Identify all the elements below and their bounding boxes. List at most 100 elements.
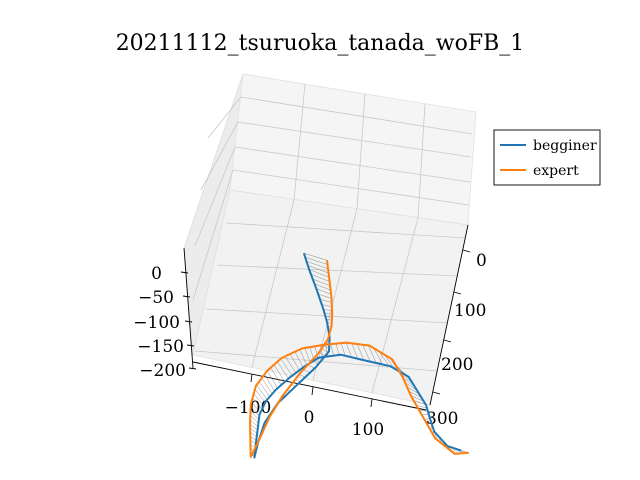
connector-line bbox=[309, 269, 330, 278]
connector-line bbox=[251, 401, 261, 413]
connector-line bbox=[404, 382, 418, 391]
axes-3d: −100 0 100 0 100 200 300 0 −50 −100 −150… bbox=[133, 73, 487, 459]
y-tick-label: 300 bbox=[426, 409, 458, 429]
connector-line bbox=[277, 361, 289, 379]
connector-line bbox=[250, 432, 257, 438]
z-tick-mark bbox=[182, 295, 191, 298]
connector-line bbox=[416, 405, 427, 409]
connector-line bbox=[264, 374, 275, 392]
connector-line bbox=[408, 391, 422, 398]
z-tick-label: 0 bbox=[151, 264, 162, 284]
connector-line bbox=[250, 419, 259, 427]
connector-line bbox=[285, 356, 296, 374]
x-tick-mark bbox=[311, 386, 314, 396]
connector-line bbox=[410, 395, 424, 402]
connector-line bbox=[294, 351, 304, 368]
connector-line bbox=[312, 278, 331, 287]
z-axis-line bbox=[183, 247, 194, 369]
grid-line bbox=[251, 199, 295, 368]
connector-line bbox=[335, 343, 340, 355]
legend-label-begginer: begginer bbox=[533, 138, 597, 154]
grid-line bbox=[194, 146, 236, 247]
x-tick-label: 100 bbox=[352, 420, 384, 440]
grid-line bbox=[207, 96, 242, 139]
connector-line bbox=[250, 415, 259, 424]
grid-line bbox=[356, 93, 366, 210]
connector-line bbox=[384, 354, 395, 369]
grid-line bbox=[237, 121, 472, 158]
connector-line bbox=[373, 347, 383, 365]
grid-line bbox=[232, 169, 470, 206]
connector-line bbox=[330, 344, 334, 356]
z-tick-mark bbox=[184, 320, 193, 323]
connector-line bbox=[250, 410, 260, 420]
connector-line bbox=[323, 309, 333, 311]
legend-label-expert: expert bbox=[533, 163, 579, 179]
grid-line bbox=[225, 222, 466, 239]
z-tick-label: −150 bbox=[137, 337, 184, 357]
connector-line bbox=[254, 388, 266, 403]
grid-line bbox=[417, 103, 426, 219]
connector-line bbox=[270, 367, 282, 386]
connector-line bbox=[273, 364, 286, 382]
x-tick-label: 0 bbox=[304, 408, 315, 428]
y-tick-mark bbox=[462, 249, 471, 253]
x-tick-mark bbox=[370, 398, 373, 408]
connector-line bbox=[316, 288, 332, 295]
connector-line bbox=[368, 345, 377, 364]
grid-line bbox=[200, 121, 239, 191]
connector-line bbox=[357, 343, 365, 361]
connector-line bbox=[280, 358, 293, 376]
connector-line bbox=[249, 428, 258, 434]
y-tick-label: 100 bbox=[454, 301, 486, 321]
connector-line bbox=[261, 377, 273, 395]
connector-line bbox=[320, 345, 323, 358]
connector-line bbox=[314, 283, 331, 291]
connector-line bbox=[307, 364, 315, 369]
connector-line bbox=[418, 409, 428, 412]
grid-line bbox=[234, 146, 471, 183]
connector-line bbox=[340, 343, 346, 356]
connector-line bbox=[321, 304, 332, 307]
grid-line bbox=[293, 83, 306, 201]
connector-line bbox=[325, 315, 333, 318]
y-tick-label: 0 bbox=[476, 251, 487, 271]
connector-line bbox=[253, 393, 264, 407]
x-tick-label: −100 bbox=[225, 398, 272, 418]
z-tick-mark bbox=[188, 367, 197, 370]
connector-line bbox=[406, 386, 420, 395]
connector-line bbox=[362, 344, 371, 362]
z-tick-label: −50 bbox=[138, 288, 174, 308]
z-tick-label: −200 bbox=[139, 361, 186, 381]
connector-line bbox=[378, 351, 390, 366]
series-line-expert bbox=[249, 260, 469, 458]
series-layer bbox=[249, 252, 469, 459]
connector-line bbox=[307, 265, 329, 274]
z-ticks: 0 −50 −100 −150 −200 bbox=[133, 264, 197, 381]
x-tick-mark bbox=[250, 373, 253, 383]
connector-line bbox=[306, 261, 329, 270]
series-line-begginer bbox=[253, 252, 462, 459]
chart-title: 20211112_tsuruoka_tanada_woFB_1 bbox=[116, 31, 525, 56]
connector-line bbox=[314, 346, 318, 359]
grid-line bbox=[205, 308, 449, 324]
connector-line bbox=[259, 381, 270, 397]
connector-line bbox=[305, 257, 328, 265]
connector-line bbox=[267, 370, 278, 389]
y-tick-label: 200 bbox=[441, 355, 473, 375]
y-tick-mark bbox=[453, 291, 462, 295]
connector-line bbox=[256, 384, 268, 400]
z-tick-mark bbox=[180, 271, 189, 274]
y-axis-line bbox=[429, 224, 469, 406]
y-tick-mark bbox=[443, 339, 452, 343]
grid-lines bbox=[192, 83, 473, 394]
x-axis-line bbox=[192, 361, 427, 411]
connector-line bbox=[289, 353, 300, 371]
connector-line bbox=[310, 274, 330, 282]
connector-line bbox=[252, 397, 263, 410]
z-tick-label: −100 bbox=[133, 313, 180, 333]
y-ticks: 0 100 200 300 bbox=[426, 249, 487, 429]
connector-line bbox=[319, 351, 326, 357]
connector-line bbox=[351, 343, 358, 359]
